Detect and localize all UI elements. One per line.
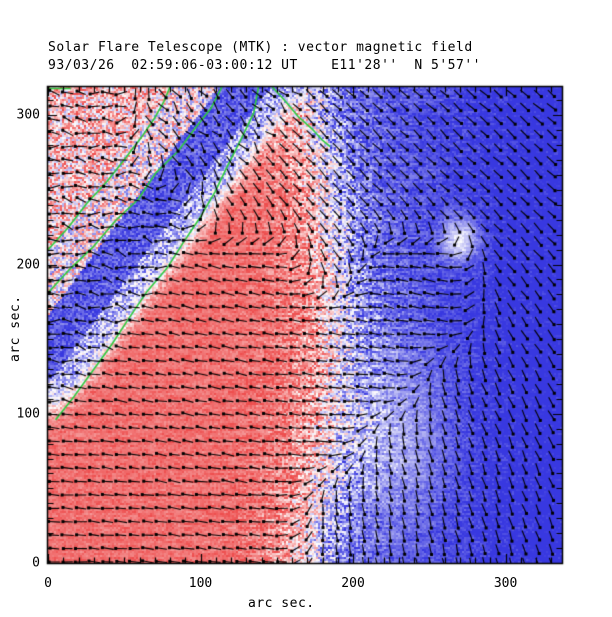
y-axis-label: arc sec.: [8, 295, 23, 362]
chart-subtitle: 93/03/26 02:59:06-03:00:12 UT E11'28'' N…: [48, 58, 481, 73]
x-tick-label: 100: [188, 576, 213, 591]
x-tick-label: 200: [341, 576, 365, 591]
y-tick-label: 0: [32, 555, 40, 571]
x-axis-label: arc sec.: [248, 596, 315, 611]
y-tick-label: 100: [16, 406, 40, 422]
y-tick-label: 200: [16, 257, 40, 273]
x-tick-label: 0: [44, 576, 52, 591]
y-tick-label: 300: [16, 107, 40, 123]
x-tick-label: 300: [493, 576, 518, 591]
chart-title: Solar Flare Telescope (MTK) : vector mag…: [48, 40, 473, 55]
